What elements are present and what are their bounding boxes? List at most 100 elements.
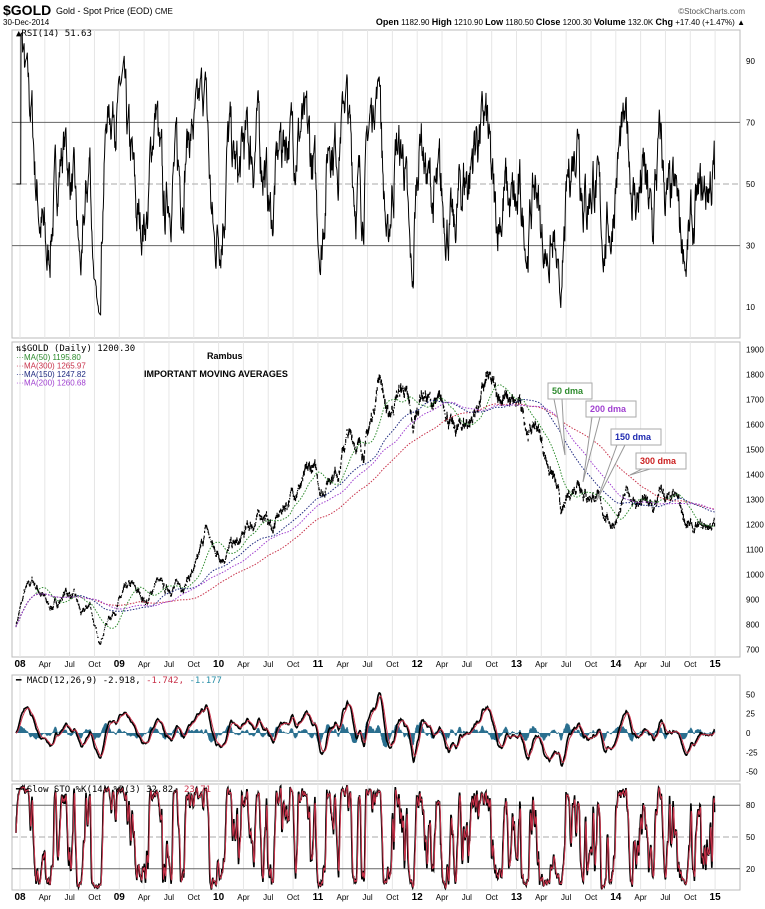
x-tick-label: Apr <box>336 893 349 902</box>
brand: ©StockCharts.com <box>678 7 745 16</box>
ma-200-line <box>15 401 715 627</box>
x-tick-label: Apr <box>39 893 52 902</box>
x-tick-label: Apr <box>436 660 449 669</box>
ma-300-line <box>15 403 715 627</box>
price-y-tick: 1700 <box>746 396 764 405</box>
chg-value: +17.40 (+1.47%) <box>675 18 735 27</box>
price-y-tick: 800 <box>746 621 760 630</box>
rsi-y-tick: 10 <box>746 303 755 312</box>
sto-y-tick: 80 <box>746 801 755 810</box>
rsi-y-tick: 90 <box>746 57 755 66</box>
rsi-title: ▲RSI(14) 51.63 <box>16 29 92 39</box>
x-tick-label: Apr <box>535 893 548 902</box>
x-tick-label: Oct <box>485 660 498 669</box>
x-tick-label: Oct <box>585 893 598 902</box>
x-tick-label: 12 <box>412 892 424 903</box>
x-tick-label: Oct <box>287 893 300 902</box>
x-tick-label: Oct <box>585 660 598 669</box>
rsi-line <box>16 31 716 316</box>
ma-50-line <box>15 384 715 629</box>
callout-box <box>585 400 637 418</box>
x-tick-label: Apr <box>436 893 449 902</box>
callout-pointer <box>629 468 651 476</box>
x-tick-label: Oct <box>684 660 697 669</box>
exchange: CME <box>155 7 173 16</box>
x-tick-label: Apr <box>634 893 647 902</box>
x-tick-label: 10 <box>213 659 225 670</box>
volume-value: 132.0K <box>628 18 654 27</box>
x-tick-label: 13 <box>511 659 523 670</box>
price-y-tick: 1200 <box>746 521 764 530</box>
callout-150-dma: 150 dma <box>615 432 652 442</box>
x-tick-label: Apr <box>39 660 52 669</box>
callout-pointer <box>553 398 566 456</box>
x-tick-label: Jul <box>164 893 174 902</box>
x-tick-label: Oct <box>386 660 399 669</box>
x-tick-label: 10 <box>213 892 225 903</box>
x-tick-label: Apr <box>237 893 250 902</box>
price-y-tick: 1900 <box>746 346 764 355</box>
open-label: Open <box>376 17 399 27</box>
price-title: ⇅$GOLD (Daily) 1200.30 <box>16 344 135 354</box>
x-tick-label: Oct <box>684 893 697 902</box>
x-tick-label: 13 <box>511 892 523 903</box>
x-tick-label: Jul <box>362 660 372 669</box>
x-tick-label: Jul <box>263 660 273 669</box>
legend-ma-150: ···MA(150) 1247.82 <box>16 370 86 379</box>
price-y-tick: 900 <box>746 596 760 605</box>
x-tick-label: 14 <box>610 892 622 903</box>
x-tick-label: Apr <box>237 660 250 669</box>
x-tick-label: Jul <box>263 893 273 902</box>
note-title: IMPORTANT MOVING AVERAGES <box>144 369 288 379</box>
x-tick-label: Apr <box>138 893 151 902</box>
price-y-tick: 1500 <box>746 446 764 455</box>
rsi-y-tick: 70 <box>746 118 755 127</box>
sto-y-tick: 50 <box>746 833 755 842</box>
x-tick-label: 15 <box>710 892 722 903</box>
macd-signal-line <box>15 695 715 764</box>
x-tick-label: Oct <box>386 893 399 902</box>
date: 30-Dec-2014 <box>3 18 50 27</box>
x-tick-label: Jul <box>561 660 571 669</box>
x-tick-label: Jul <box>164 660 174 669</box>
callout-box <box>610 428 662 446</box>
macd-y-tick: 25 <box>746 710 755 719</box>
x-tick-label: 11 <box>313 659 324 670</box>
x-tick-label: 15 <box>710 659 722 670</box>
price-panel <box>11 341 741 658</box>
legend-ma-200: ···MA(200) 1260.68 <box>16 379 86 388</box>
chg-label: Chg <box>656 17 674 27</box>
x-tick-label: Apr <box>535 660 548 669</box>
price-y-tick: 1100 <box>746 546 764 555</box>
volume-label: Volume <box>594 17 626 27</box>
symbol: $GOLD <box>3 2 51 18</box>
x-tick-label: Oct <box>88 660 101 669</box>
sto-title: ━ Slow STO %K(14) %D(3) 32.82, 23.71 <box>15 785 211 795</box>
legend-ma-300: ···MA(300) 1265.97 <box>16 362 86 371</box>
x-tick-label: Jul <box>660 660 670 669</box>
high-label: High <box>432 17 452 27</box>
close-label: Close <box>536 17 561 27</box>
x-tick-label: Jul <box>561 893 571 902</box>
x-tick-label: Jul <box>462 660 472 669</box>
sto-y-tick: 20 <box>746 865 755 874</box>
price-y-tick: 1400 <box>746 471 764 480</box>
macd-y-tick: 50 <box>746 690 755 699</box>
callout-pointer <box>582 416 601 483</box>
x-tick-label: 14 <box>610 659 622 670</box>
x-tick-label: Oct <box>287 660 300 669</box>
x-tick-label: Jul <box>65 893 75 902</box>
close-value: 1200.30 <box>563 18 592 27</box>
low-value: 1180.50 <box>505 18 534 27</box>
x-tick-label: Apr <box>634 660 647 669</box>
macd-histogram <box>15 721 716 748</box>
price-y-tick: 1600 <box>746 421 764 430</box>
low-label: Low <box>485 17 504 27</box>
x-tick-label: Jul <box>462 893 472 902</box>
price-y-tick: 1300 <box>746 496 764 505</box>
high-value: 1210.90 <box>454 18 483 27</box>
callout-200-dma: 200 dma <box>590 404 627 414</box>
x-tick-label: 08 <box>14 659 26 670</box>
ohlc-summary: Open 1182.90 High 1210.90 Low 1180.50 Cl… <box>376 17 745 27</box>
